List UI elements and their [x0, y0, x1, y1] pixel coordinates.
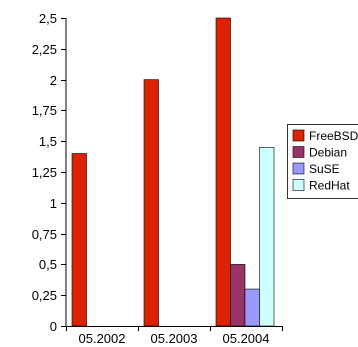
- bar-suse-05-2004: [244, 288, 260, 327]
- y-axis: 0 0,25 0,5 0,75 1 1,25 1,5 1,75 2 2,25 2,5: [32, 11, 67, 334]
- y-tick-label: 0,25: [32, 288, 57, 303]
- x-axis: 05.2002 05.2003 05.2004: [66, 326, 283, 346]
- y-tick-label: 0,5: [39, 257, 57, 272]
- legend-swatch-debian: [292, 146, 305, 158]
- legend-swatch-redhat: [292, 179, 305, 191]
- x-tick-label: 05.2002: [79, 331, 126, 346]
- legend-swatch-suse: [292, 162, 305, 175]
- bar-redhat-05-2004: [259, 147, 275, 327]
- legend-label-debian: Debian: [309, 146, 347, 160]
- y-tick-label: 0: [50, 319, 57, 334]
- y-tick-label: 2,5: [39, 11, 57, 26]
- y-tick-label: 1,25: [32, 165, 57, 180]
- y-tick-label: 2: [50, 73, 57, 88]
- y-tick-label: 1: [50, 196, 57, 211]
- legend-swatch-freebsd: [292, 129, 305, 142]
- legend-label-redhat: RedHat: [309, 179, 350, 193]
- x-tick-label: 05.2004: [223, 331, 270, 346]
- bars: [71, 17, 275, 327]
- x-tick-label: 05.2003: [151, 331, 198, 346]
- legend-label-suse: SuSE: [309, 162, 340, 176]
- bar-freebsd-05-2003: [143, 79, 159, 327]
- legend-label-freebsd: FreeBSD: [309, 129, 358, 143]
- y-tick-label: 0,75: [32, 227, 57, 242]
- bar-debian-05-2004: [230, 264, 246, 327]
- legend: FreeBSD Debian SuSE RedHat: [287, 124, 358, 199]
- y-tick-label: 1,75: [32, 103, 57, 118]
- bar-freebsd-05-2002: [71, 153, 87, 327]
- y-tick-label: 2,25: [32, 42, 57, 57]
- y-tick-label: 1,5: [39, 134, 57, 149]
- bar-freebsd-05-2004: [215, 17, 231, 327]
